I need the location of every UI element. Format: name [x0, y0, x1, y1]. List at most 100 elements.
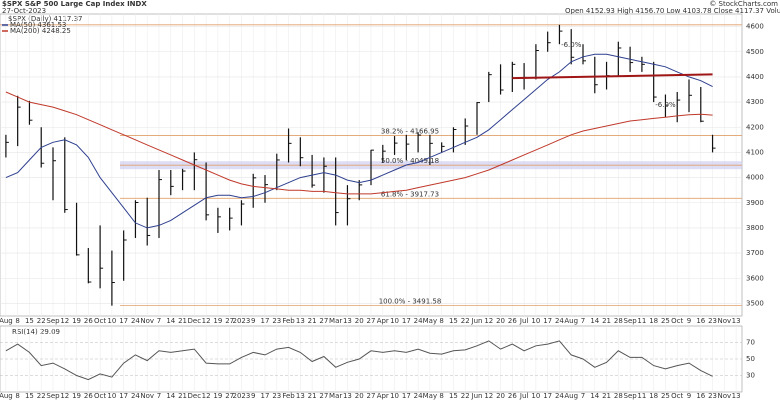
x-tick-label: Sep: [624, 317, 638, 325]
x-tick-label: Mar: [329, 317, 342, 325]
x-tick-label: 14: [166, 317, 175, 325]
x-tick-label: 7: [581, 392, 585, 400]
x-tick-label: 8: [439, 317, 443, 325]
x-tick-label: Sep: [46, 392, 60, 400]
x-tick-label: 16: [696, 392, 705, 400]
x-tick-label: 11: [637, 317, 646, 325]
x-tick-label: Aug: [564, 317, 578, 325]
x-tick-label: 7: [581, 317, 585, 325]
x-tick-label: 17: [119, 317, 128, 325]
x-tick-label: 23: [708, 392, 717, 400]
x-tick-label: 15: [25, 317, 34, 325]
x-tick-label: May: [423, 392, 437, 400]
x-tick-label: Jun: [471, 392, 483, 400]
x-tick-label: 13: [296, 392, 305, 400]
x-tick-label: 24: [555, 317, 564, 325]
fib-label: 38.2% - 4166.95: [381, 128, 439, 136]
y-tick-label: 3500: [746, 299, 764, 307]
annotation: -6.0%: [561, 41, 582, 49]
x-tick-label: 28: [614, 392, 623, 400]
y-tick-label: 50: [746, 355, 755, 363]
y-tick-label: 4400: [746, 73, 764, 81]
x-tick-label: 20: [355, 392, 364, 400]
x-tick-label: 9: [251, 392, 255, 400]
x-tick-label: Apr: [377, 392, 389, 400]
x-tick-label: Dec: [188, 317, 202, 325]
x-tick-label: 9: [251, 317, 255, 325]
x-tick-label: Jun: [471, 317, 483, 325]
legend-label: MA(50) 4361.53: [10, 21, 66, 29]
x-tick-label: 24: [131, 392, 140, 400]
x-tick-label: Feb: [282, 392, 295, 400]
x-tick-label: 8: [439, 392, 443, 400]
x-tick-label: 18: [649, 392, 658, 400]
x-tick-label: 2023: [233, 317, 251, 325]
y-tick-label: 4200: [746, 123, 764, 131]
neckline: [512, 73, 713, 80]
x-tick-label: 23: [272, 392, 281, 400]
x-tick-label: 9: [687, 392, 691, 400]
x-tick-label: 17: [261, 392, 270, 400]
x-tick-label: 19: [72, 392, 81, 400]
series-line: [5, 340, 713, 381]
x-tick-label: 20: [496, 392, 505, 400]
x-tick-label: 8: [15, 392, 19, 400]
x-tick-label: 21: [178, 317, 187, 325]
legend-price: $SPX (Daily) 4117.37: [8, 15, 82, 23]
quote: Open 4152.93 High 4156.70 Low 4103.78 Cl…: [565, 7, 780, 15]
x-tick-label: 9: [687, 317, 691, 325]
x-tick-label: 12: [202, 317, 211, 325]
fib-label: 50.0% - 4049.18: [381, 157, 439, 165]
fib-label: 100.0% - 3491.58: [379, 298, 442, 306]
x-tick-label: 28: [614, 317, 623, 325]
x-tick-label: 27: [225, 392, 234, 400]
x-tick-label: 23: [708, 317, 717, 325]
x-tick-label: 27: [367, 317, 376, 325]
x-tick-label: 25: [661, 317, 670, 325]
x-tick-label: 18: [649, 317, 658, 325]
x-tick-label: Nov: [140, 392, 154, 400]
x-tick-label: 8: [15, 317, 19, 325]
x-tick-label: Nov: [717, 392, 731, 400]
x-tick-label: 21: [308, 317, 317, 325]
x-tick-label: Apr: [377, 317, 389, 325]
x-tick-label: 22: [37, 392, 46, 400]
x-tick-label: 16: [696, 317, 705, 325]
x-tick-label: 27: [225, 317, 234, 325]
x-tick-label: 10: [390, 392, 399, 400]
x-tick-label: Oct: [671, 392, 683, 400]
y-tick-label: 4600: [746, 23, 764, 31]
x-tick-label: Sep: [624, 392, 638, 400]
x-tick-label: 22: [461, 392, 470, 400]
x-tick-label: 27: [367, 392, 376, 400]
x-tick-label: 17: [543, 392, 552, 400]
annotation: -6.0%: [655, 101, 676, 109]
x-tick-label: 12: [202, 392, 211, 400]
x-tick-label: 13: [343, 392, 352, 400]
x-tick-label: 20: [496, 317, 505, 325]
x-tick-label: Nov: [140, 317, 154, 325]
x-tick-label: 21: [602, 317, 611, 325]
y-tick-label: 4300: [746, 98, 764, 106]
x-tick-label: Oct: [94, 392, 106, 400]
y-tick-label: 4500: [746, 48, 764, 56]
x-tick-label: 19: [72, 317, 81, 325]
y-tick-label: 4000: [746, 174, 764, 182]
x-tick-label: 12: [60, 392, 69, 400]
y-tick-label: 3900: [746, 199, 764, 207]
x-tick-label: 21: [602, 392, 611, 400]
x-tick-label: 19: [213, 392, 222, 400]
x-tick-label: 17: [402, 392, 411, 400]
x-tick-label: 11: [637, 392, 646, 400]
x-tick-label: 17: [543, 317, 552, 325]
x-tick-label: 19: [213, 317, 222, 325]
x-tick-label: 24: [131, 317, 140, 325]
x-tick-label: 10: [107, 392, 116, 400]
x-tick-label: 17: [119, 392, 128, 400]
x-tick-label: Nov: [717, 317, 731, 325]
legend-label: MA(200) 4248.25: [10, 27, 71, 35]
x-tick-label: 2023: [233, 392, 251, 400]
x-tick-label: 24: [414, 317, 423, 325]
x-tick-label: 27: [319, 392, 328, 400]
